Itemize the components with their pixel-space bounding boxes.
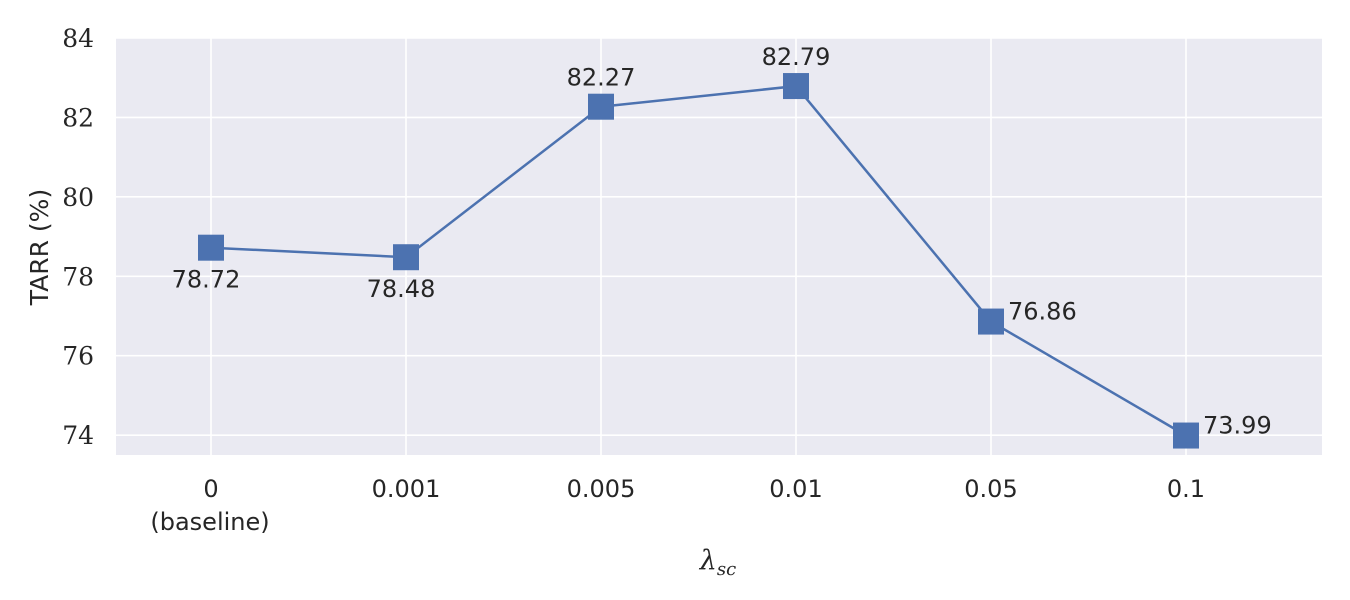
y-tick-label: 74	[62, 421, 94, 450]
x-tick-label: 0.01	[769, 475, 822, 503]
x-tick-label: 0.005	[567, 475, 636, 503]
x-axis-title-symbol: λ	[699, 545, 717, 576]
x-axis-ticks: 0 (baseline) 0.001 0.005 0.01 0.05 0.1	[150, 475, 1205, 536]
y-axis-title: TARR (%)	[25, 189, 54, 306]
data-label: 78.72	[172, 266, 241, 294]
data-point-marker	[393, 244, 419, 271]
data-label: 73.99	[1203, 412, 1272, 440]
data-point-marker	[1173, 422, 1199, 449]
y-axis-ticks: 74 76 78 80 82 84	[62, 24, 94, 450]
data-label: 78.48	[367, 275, 436, 303]
data-point-marker	[978, 308, 1004, 335]
y-tick-label: 80	[62, 183, 94, 212]
series-markers	[198, 73, 1199, 449]
data-point-marker	[198, 234, 224, 261]
x-tick-label: 0.001	[372, 475, 441, 503]
y-tick-label: 76	[62, 342, 94, 371]
data-label: 76.86	[1008, 298, 1077, 326]
x-tick-label: 0.1	[1167, 475, 1205, 503]
data-label: 82.27	[567, 64, 636, 92]
x-tick-sublabel: (baseline)	[150, 508, 269, 536]
grid-lines	[116, 37, 1322, 455]
series-line	[210, 84, 1187, 437]
data-label: 82.79	[762, 43, 831, 71]
x-axis-title: λsc	[699, 545, 736, 580]
x-tick-label: 0.05	[964, 475, 1017, 503]
plot-area	[116, 38, 1322, 455]
data-point-marker	[783, 73, 809, 100]
y-tick-label: 84	[62, 24, 94, 53]
data-labels: 78.72 78.48 82.27 82.79 76.86 73.99	[172, 43, 1272, 439]
x-tick-label: 0	[203, 475, 218, 503]
data-point-marker	[588, 93, 614, 120]
y-tick-label: 78	[62, 262, 94, 291]
x-axis-title-subscript: sc	[717, 559, 736, 580]
y-tick-label: 82	[62, 103, 94, 132]
